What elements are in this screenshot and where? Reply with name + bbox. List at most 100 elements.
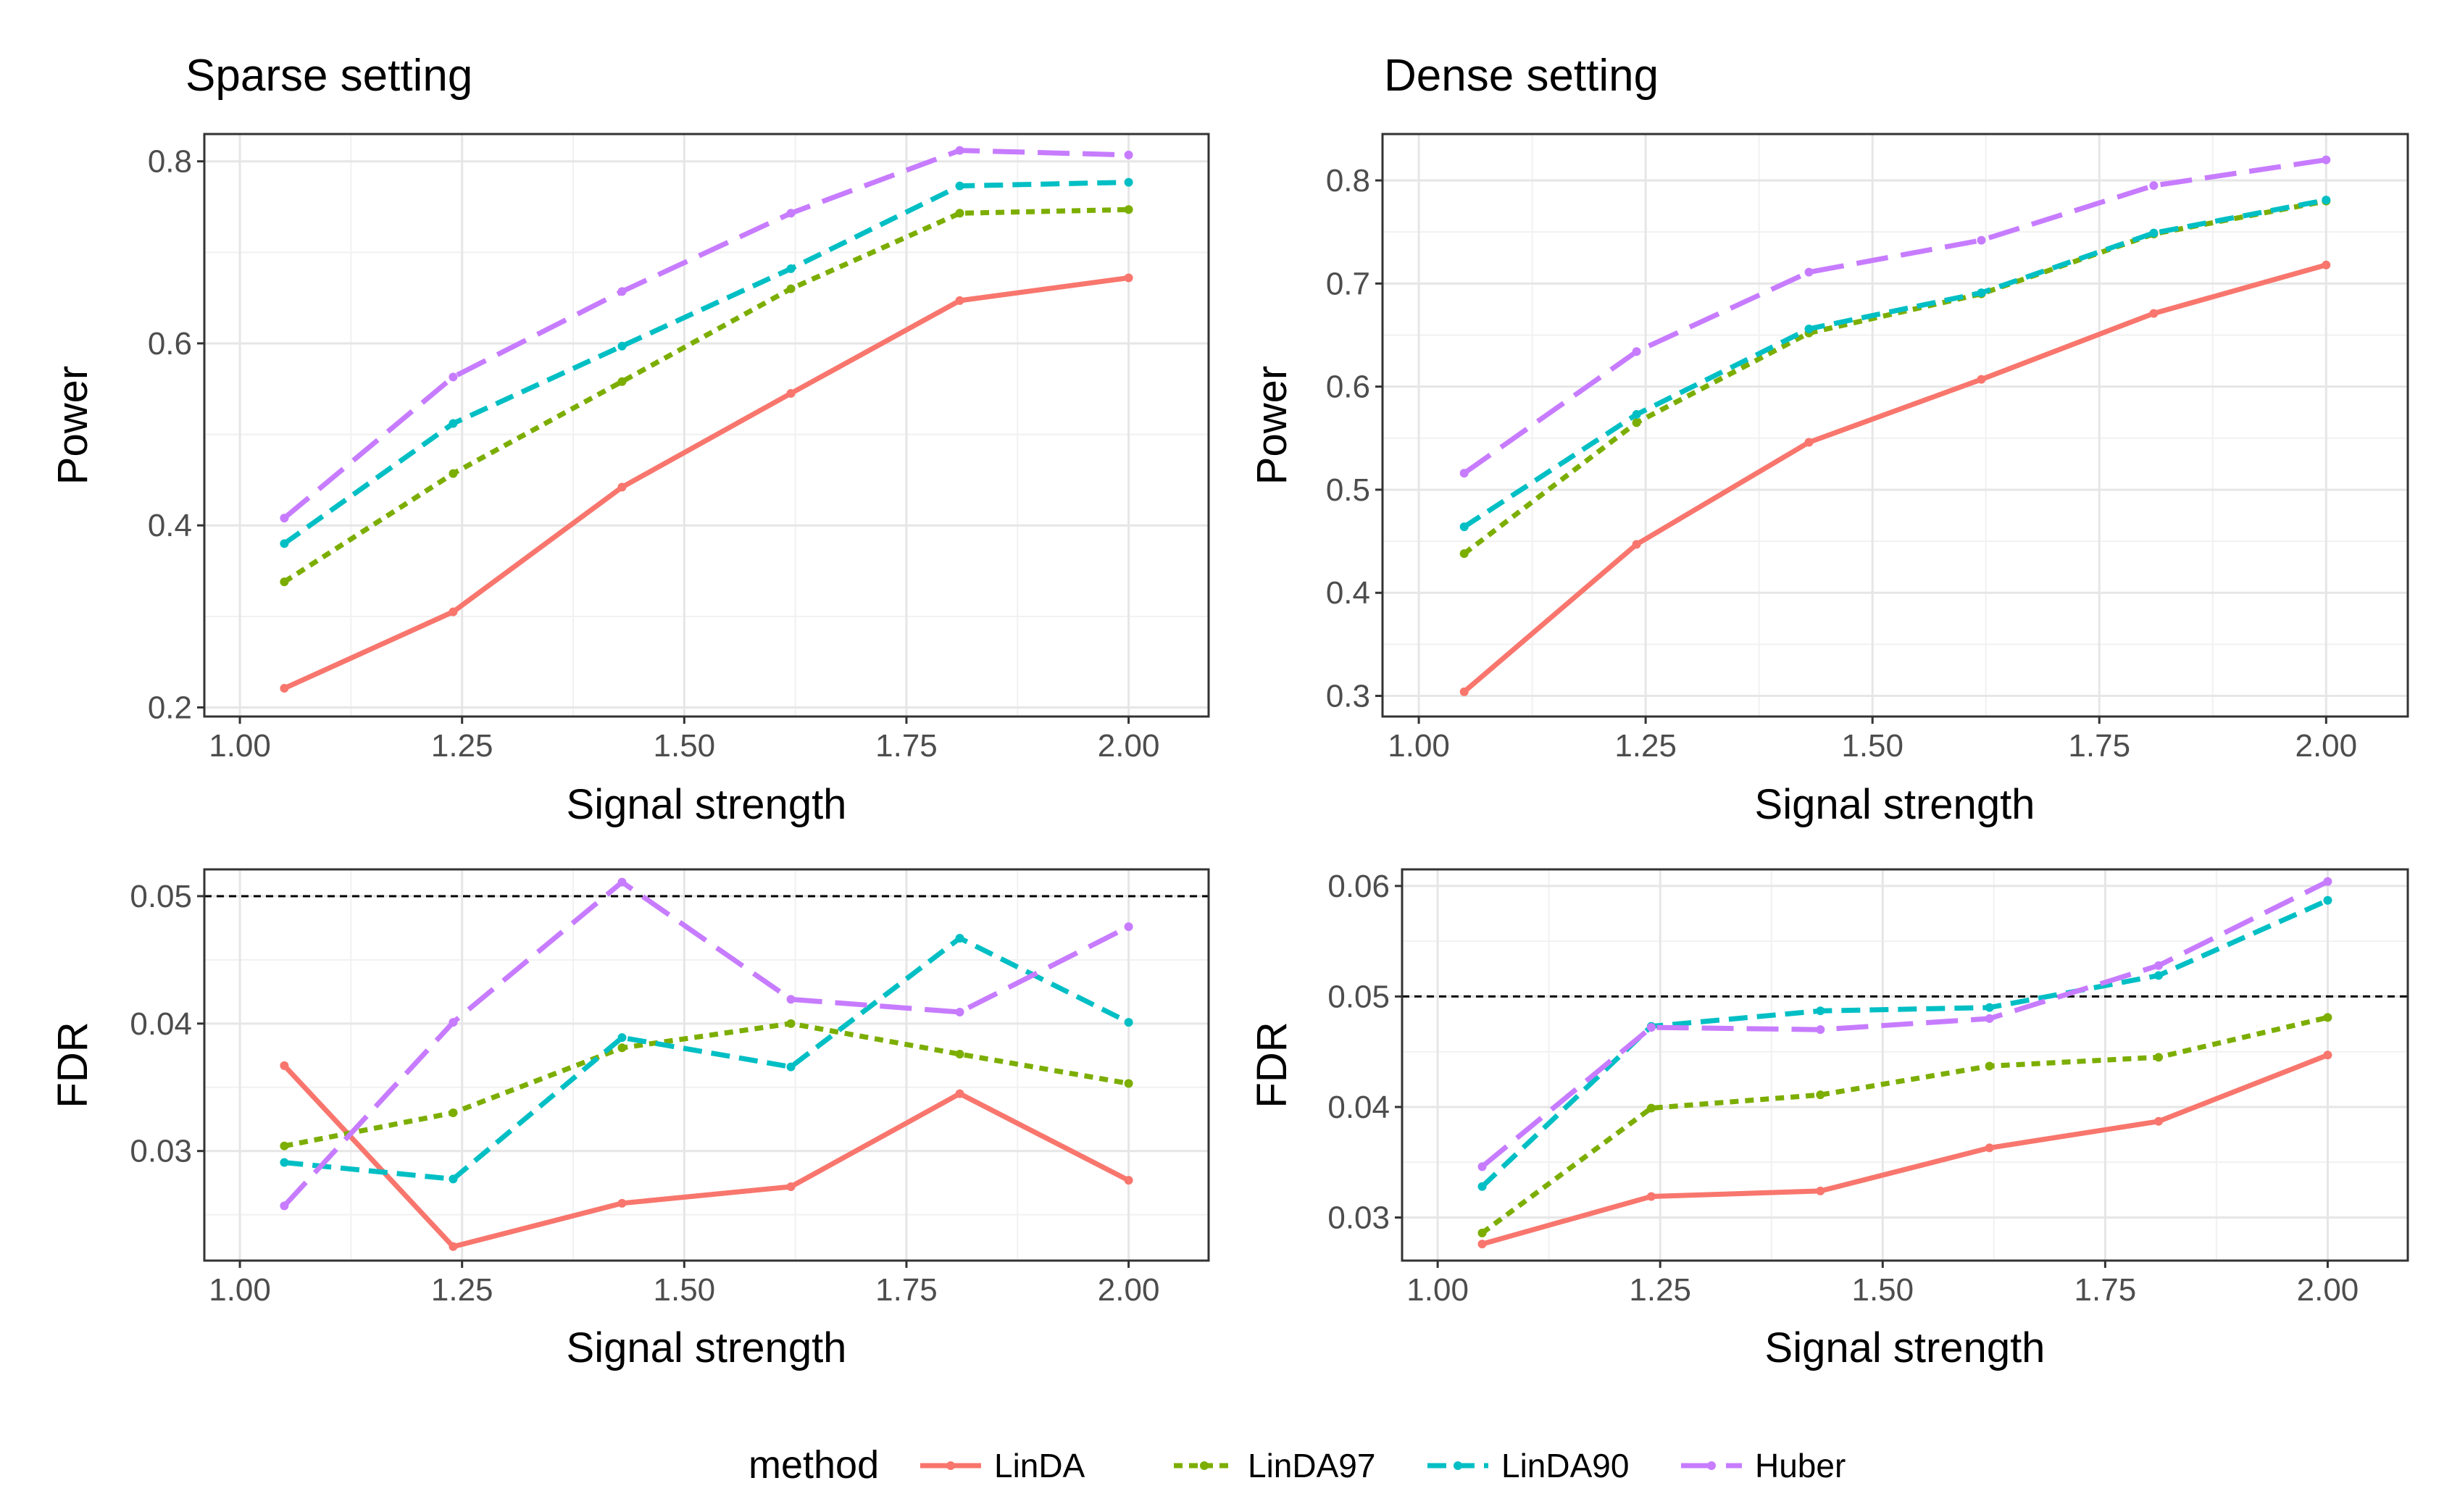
data-point-linda97	[955, 1050, 964, 1059]
data-point-linda	[1804, 438, 1814, 447]
y-tick-label: 0.8	[148, 144, 192, 180]
y-tick-label: 0.3	[1326, 679, 1370, 714]
y-tick-label: 0.03	[130, 1134, 192, 1169]
data-point-linda90	[786, 264, 796, 273]
y-axis-title: Power	[1248, 366, 1296, 485]
data-point-linda	[786, 389, 796, 398]
data-point-linda90	[1804, 324, 1814, 333]
x-tick-label: 1.50	[1841, 728, 1903, 764]
data-point-linda90	[1977, 288, 1986, 298]
x-tick-label: 1.75	[2074, 1272, 2137, 1308]
plot-area	[1402, 869, 2408, 1261]
x-axis-title: Signal strength	[567, 781, 847, 828]
data-point-huber	[786, 995, 796, 1004]
x-tick-label: 1.50	[654, 1272, 716, 1308]
data-point-linda90	[1632, 410, 1641, 419]
y-tick-label: 0.04	[130, 1006, 192, 1042]
data-point-linda97	[1459, 549, 1469, 559]
plot-area	[204, 869, 1209, 1261]
data-point-linda97	[1124, 205, 1133, 214]
data-point-linda97	[1985, 1061, 1994, 1071]
data-point-linda90	[955, 181, 964, 191]
data-point-linda	[2154, 1116, 2164, 1126]
data-point-linda97	[617, 377, 627, 386]
sparse-fdr-panel: 1.00 1.25 1.50 1.75 2.00 0.03 0.04 0.05 Signal …	[49, 868, 1210, 1371]
data-point-linda97	[617, 1043, 627, 1053]
legend-label-linda90: LinDA90	[1501, 1447, 1629, 1484]
data-point-huber	[1646, 1023, 1656, 1032]
data-point-linda97	[2154, 1053, 2164, 1062]
data-point-linda90	[2323, 895, 2332, 905]
legend-key-point	[946, 1461, 955, 1470]
x-tick-label: 2.00	[1098, 728, 1160, 764]
data-point-linda90	[1124, 1018, 1133, 1027]
data-point-linda97	[280, 577, 289, 587]
series-line-linda97	[283, 1021, 1130, 1149]
y-tick-label: 0.6	[148, 326, 192, 362]
legend-label-huber: Huber	[1755, 1447, 1846, 1484]
data-point-linda	[449, 607, 458, 617]
x-tick-label: 1.75	[875, 1272, 938, 1308]
data-point-huber	[1632, 347, 1641, 356]
data-point-linda97	[1816, 1090, 1825, 1100]
data-point-huber	[2323, 877, 2332, 886]
series-line-linda	[282, 1064, 1130, 1250]
data-point-linda97	[1632, 418, 1641, 427]
y-axis-title: Power	[49, 366, 96, 485]
x-tick-label: 1.00	[1406, 1272, 1469, 1308]
data-point-linda97	[1124, 1079, 1133, 1088]
y-tick-label: 0.04	[1327, 1090, 1390, 1125]
data-point-linda97	[2323, 1013, 2332, 1022]
data-point-linda	[617, 1198, 627, 1208]
data-point-linda97	[1477, 1228, 1487, 1237]
x-axis-title: Signal strength	[1765, 1324, 2046, 1371]
data-point-linda97	[1646, 1103, 1656, 1113]
series-line-linda90	[284, 935, 1130, 1182]
data-point-huber	[1124, 150, 1133, 159]
series-line-linda90	[1462, 197, 2327, 530]
x-tick-label: 1.25	[1629, 1272, 1691, 1308]
data-point-linda97	[280, 1141, 289, 1150]
x-tick-label: 1.25	[1614, 728, 1677, 764]
y-tick-label: 0.05	[130, 879, 192, 914]
data-point-linda	[280, 1061, 289, 1070]
y-axis-title: FDR	[1248, 1022, 1296, 1108]
dense-fdr-panel: 1.00 1.25 1.50 1.75 2.00 0.03 0.04 0.05 0.06 Sig…	[1248, 868, 2409, 1371]
data-point-huber	[955, 146, 964, 155]
data-point-linda	[2322, 260, 2331, 270]
x-tick-label: 1.75	[875, 728, 938, 764]
y-tick-label: 0.5	[1326, 472, 1370, 508]
plot-border	[1381, 133, 2409, 718]
data-point-linda	[1632, 540, 1641, 549]
series-line-huber	[1480, 879, 2330, 1169]
dense-power-panel: 1.00 1.25 1.50 1.75 2.00 0.3 0.4 0.5 0.6 0.7 0.8 D…	[1248, 51, 2409, 828]
data-point-linda	[1124, 273, 1133, 283]
data-point-huber	[1124, 922, 1133, 932]
series-line-huber	[1462, 157, 2327, 476]
data-point-linda	[2323, 1051, 2332, 1060]
series-line-linda	[1462, 262, 2327, 694]
x-tick-label: 1.50	[654, 728, 716, 764]
series-line-linda90	[1480, 898, 2329, 1189]
data-point-huber	[1977, 235, 1986, 245]
panel-title: Sparse setting	[185, 51, 472, 101]
data-point-linda	[2149, 309, 2159, 318]
y-axis-title: FDR	[49, 1022, 96, 1108]
data-point-linda90	[1477, 1182, 1487, 1191]
x-tick-label: 2.00	[2297, 1272, 2359, 1308]
data-point-linda	[280, 684, 289, 693]
data-point-linda97	[786, 1019, 796, 1028]
legend-key-point	[1707, 1461, 1716, 1470]
y-tick-label: 0.2	[148, 690, 192, 725]
data-point-linda	[786, 1182, 796, 1191]
data-point-linda97	[449, 1108, 458, 1117]
data-point-linda	[1124, 1176, 1133, 1185]
data-point-huber	[280, 514, 289, 523]
y-tick-label: 0.05	[1327, 979, 1390, 1014]
data-point-linda	[1459, 687, 1469, 696]
data-point-linda90	[617, 341, 627, 351]
data-point-huber	[1459, 469, 1469, 478]
data-point-linda90	[280, 1158, 289, 1167]
data-point-huber	[2149, 181, 2159, 191]
